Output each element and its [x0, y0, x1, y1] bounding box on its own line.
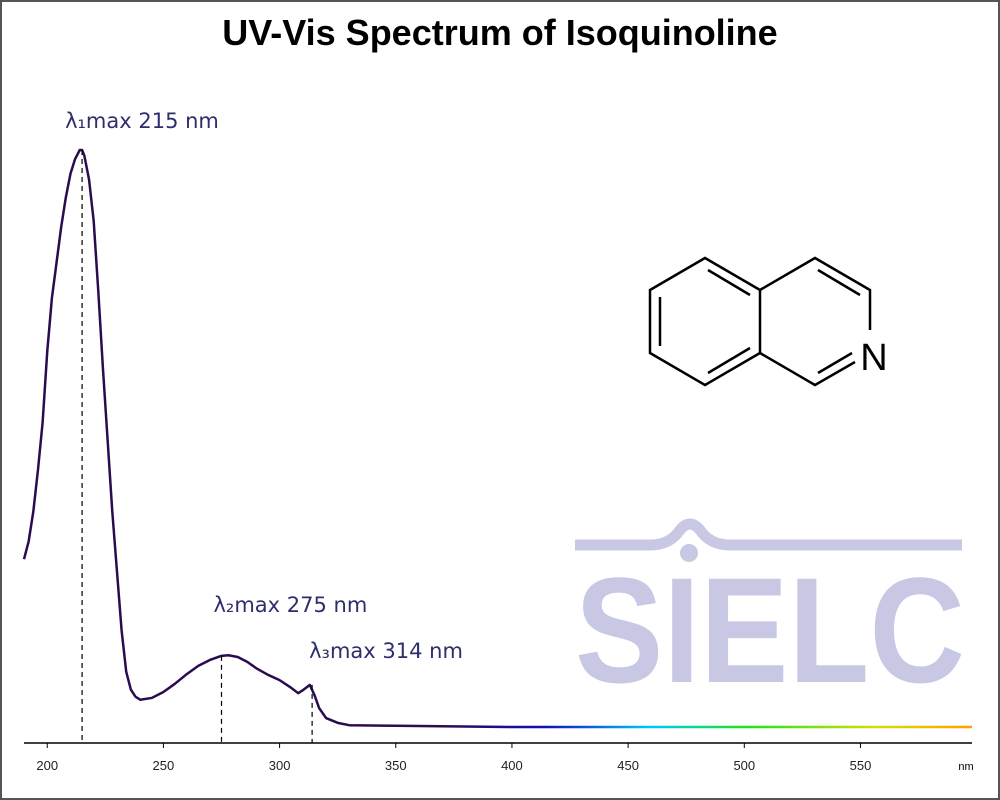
- x-tick-label: 350: [385, 758, 407, 773]
- x-tick-label: 450: [617, 758, 639, 773]
- x-tick-label: 550: [850, 758, 872, 773]
- structure-label: N: [860, 337, 887, 379]
- structure: [648, 256, 872, 387]
- spectrum-line: [22, 148, 972, 729]
- x-axis-label: nm: [958, 761, 973, 773]
- chart-title: UV-Vis Spectrum of Isoquinoline: [222, 12, 777, 53]
- logo: SIELC: [575, 518, 965, 714]
- annotation-label: λ₃max 314 nm: [309, 639, 463, 663]
- x-tick-label: 250: [153, 758, 175, 773]
- x-tick-label: 200: [36, 758, 58, 773]
- annotation-label: λ₁max 215 nm: [65, 109, 219, 133]
- watermark: SIELC: [575, 546, 965, 714]
- x-tick-label: 300: [269, 758, 291, 773]
- x-tick-label: 400: [501, 758, 523, 773]
- x-tick-label: 500: [733, 758, 755, 773]
- annotation-label: λ₂max 275 nm: [214, 593, 368, 617]
